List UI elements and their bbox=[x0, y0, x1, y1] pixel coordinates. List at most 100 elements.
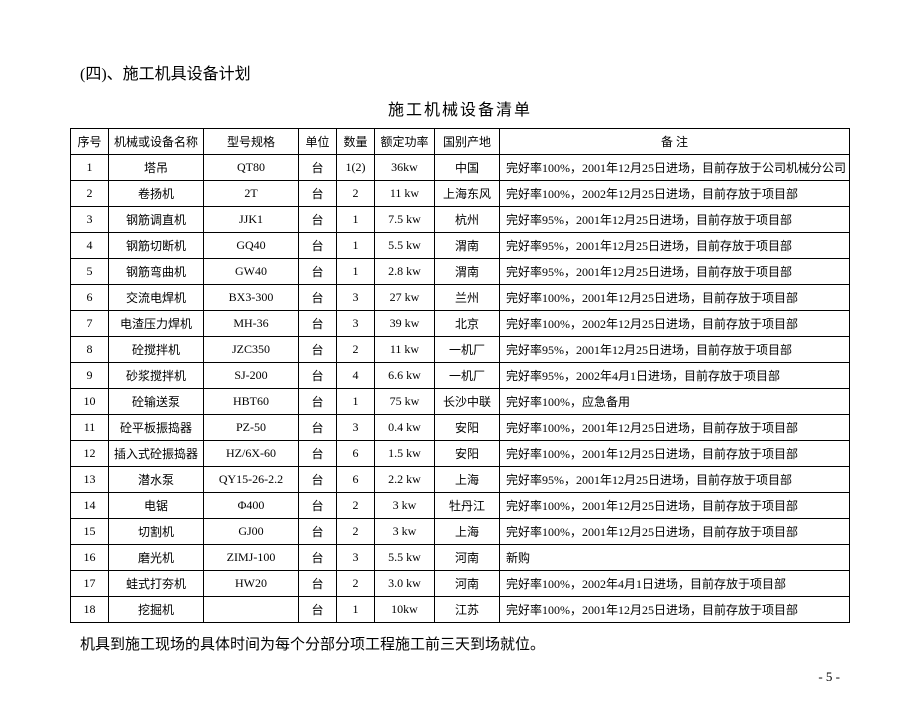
cell-seq: 9 bbox=[71, 363, 109, 389]
col-header-qty: 数量 bbox=[337, 129, 375, 155]
cell-name: 砂浆搅拌机 bbox=[109, 363, 204, 389]
table-row: 14电锯Φ400台23 kw牡丹江完好率100%，2001年12月25日进场，目… bbox=[71, 493, 850, 519]
cell-qty: 6 bbox=[337, 441, 375, 467]
cell-remarks: 完好率95%，2001年12月25日进场，目前存放于项目部 bbox=[500, 467, 850, 493]
cell-name: 电锯 bbox=[109, 493, 204, 519]
table-row: 11砼平板振捣器PZ-50台30.4 kw安阳完好率100%，2001年12月2… bbox=[71, 415, 850, 441]
cell-unit: 台 bbox=[299, 311, 337, 337]
cell-model: PZ-50 bbox=[204, 415, 299, 441]
cell-model: HW20 bbox=[204, 571, 299, 597]
cell-power: 3 kw bbox=[375, 493, 435, 519]
cell-model: ZIMJ-100 bbox=[204, 545, 299, 571]
cell-origin: 一机厂 bbox=[435, 337, 500, 363]
col-header-model: 型号规格 bbox=[204, 129, 299, 155]
cell-power: 2.8 kw bbox=[375, 259, 435, 285]
cell-origin: 渭南 bbox=[435, 233, 500, 259]
cell-name: 蛙式打夯机 bbox=[109, 571, 204, 597]
cell-seq: 5 bbox=[71, 259, 109, 285]
cell-origin: 一机厂 bbox=[435, 363, 500, 389]
cell-origin: 江苏 bbox=[435, 597, 500, 623]
cell-origin: 上海 bbox=[435, 519, 500, 545]
table-row: 1塔吊QT80台1(2)36kw中国完好率100%，2001年12月25日进场，… bbox=[71, 155, 850, 181]
cell-origin: 中国 bbox=[435, 155, 500, 181]
cell-power: 11 kw bbox=[375, 337, 435, 363]
cell-name: 钢筋切断机 bbox=[109, 233, 204, 259]
cell-seq: 16 bbox=[71, 545, 109, 571]
table-row: 18挖掘机台110kw江苏完好率100%，2001年12月25日进场，目前存放于… bbox=[71, 597, 850, 623]
cell-remarks: 完好率100%，2002年12月25日进场，目前存放于项目部 bbox=[500, 181, 850, 207]
cell-seq: 8 bbox=[71, 337, 109, 363]
cell-qty: 3 bbox=[337, 415, 375, 441]
cell-model: GJ00 bbox=[204, 519, 299, 545]
cell-qty: 2 bbox=[337, 571, 375, 597]
cell-origin: 上海东风 bbox=[435, 181, 500, 207]
cell-name: 潜水泵 bbox=[109, 467, 204, 493]
table-row: 6交流电焊机BX3-300台327 kw兰州完好率100%，2001年12月25… bbox=[71, 285, 850, 311]
col-header-remarks: 备 注 bbox=[500, 129, 850, 155]
cell-qty: 4 bbox=[337, 363, 375, 389]
table-row: 15切割机GJ00台23 kw上海完好率100%，2001年12月25日进场，目… bbox=[71, 519, 850, 545]
cell-unit: 台 bbox=[299, 545, 337, 571]
cell-model: GQ40 bbox=[204, 233, 299, 259]
cell-model: QY15-26-2.2 bbox=[204, 467, 299, 493]
cell-model: 2T bbox=[204, 181, 299, 207]
cell-qty: 1 bbox=[337, 207, 375, 233]
table-row: 10砼输送泵HBT60台175 kw长沙中联完好率100%，应急备用 bbox=[71, 389, 850, 415]
cell-qty: 1 bbox=[337, 233, 375, 259]
cell-origin: 渭南 bbox=[435, 259, 500, 285]
cell-power: 3.0 kw bbox=[375, 571, 435, 597]
cell-remarks: 完好率95%，2002年4月1日进场，目前存放于项目部 bbox=[500, 363, 850, 389]
cell-remarks: 新购 bbox=[500, 545, 850, 571]
cell-qty: 3 bbox=[337, 545, 375, 571]
cell-name: 磨光机 bbox=[109, 545, 204, 571]
cell-name: 挖掘机 bbox=[109, 597, 204, 623]
cell-remarks: 完好率95%，2001年12月25日进场，目前存放于项目部 bbox=[500, 337, 850, 363]
cell-qty: 3 bbox=[337, 311, 375, 337]
cell-model: SJ-200 bbox=[204, 363, 299, 389]
cell-model: HZ/6X-60 bbox=[204, 441, 299, 467]
cell-qty: 2 bbox=[337, 337, 375, 363]
cell-model: JZC350 bbox=[204, 337, 299, 363]
cell-model: BX3-300 bbox=[204, 285, 299, 311]
cell-name: 砼搅拌机 bbox=[109, 337, 204, 363]
table-row: 13潜水泵QY15-26-2.2台62.2 kw上海完好率95%，2001年12… bbox=[71, 467, 850, 493]
cell-seq: 18 bbox=[71, 597, 109, 623]
table-row: 16磨光机ZIMJ-100台35.5 kw河南新购 bbox=[71, 545, 850, 571]
cell-power: 2.2 kw bbox=[375, 467, 435, 493]
table-row: 5钢筋弯曲机GW40台12.8 kw渭南完好率95%，2001年12月25日进场… bbox=[71, 259, 850, 285]
cell-model bbox=[204, 597, 299, 623]
cell-power: 10kw bbox=[375, 597, 435, 623]
table-row: 7电渣压力焊机MH-36台339 kw北京完好率100%，2002年12月25日… bbox=[71, 311, 850, 337]
cell-name: 砼平板振捣器 bbox=[109, 415, 204, 441]
cell-origin: 安阳 bbox=[435, 441, 500, 467]
cell-seq: 12 bbox=[71, 441, 109, 467]
cell-name: 钢筋弯曲机 bbox=[109, 259, 204, 285]
col-header-unit: 单位 bbox=[299, 129, 337, 155]
cell-qty: 2 bbox=[337, 181, 375, 207]
cell-seq: 1 bbox=[71, 155, 109, 181]
cell-power: 11 kw bbox=[375, 181, 435, 207]
cell-power: 0.4 kw bbox=[375, 415, 435, 441]
cell-qty: 3 bbox=[337, 285, 375, 311]
cell-seq: 3 bbox=[71, 207, 109, 233]
cell-power: 1.5 kw bbox=[375, 441, 435, 467]
cell-model: QT80 bbox=[204, 155, 299, 181]
col-header-origin: 国别产地 bbox=[435, 129, 500, 155]
cell-origin: 上海 bbox=[435, 467, 500, 493]
cell-remarks: 完好率95%，2001年12月25日进场，目前存放于项目部 bbox=[500, 259, 850, 285]
table-row: 2卷扬机2T台211 kw上海东风完好率100%，2002年12月25日进场，目… bbox=[71, 181, 850, 207]
col-header-seq: 序号 bbox=[71, 129, 109, 155]
cell-power: 27 kw bbox=[375, 285, 435, 311]
cell-origin: 牡丹江 bbox=[435, 493, 500, 519]
cell-qty: 2 bbox=[337, 493, 375, 519]
cell-seq: 17 bbox=[71, 571, 109, 597]
cell-model: HBT60 bbox=[204, 389, 299, 415]
table-row: 3钢筋调直机JJK1台17.5 kw杭州完好率95%，2001年12月25日进场… bbox=[71, 207, 850, 233]
cell-name: 插入式砼振捣器 bbox=[109, 441, 204, 467]
cell-power: 36kw bbox=[375, 155, 435, 181]
cell-remarks: 完好率100%，应急备用 bbox=[500, 389, 850, 415]
cell-unit: 台 bbox=[299, 337, 337, 363]
cell-unit: 台 bbox=[299, 389, 337, 415]
cell-seq: 6 bbox=[71, 285, 109, 311]
cell-name: 交流电焊机 bbox=[109, 285, 204, 311]
